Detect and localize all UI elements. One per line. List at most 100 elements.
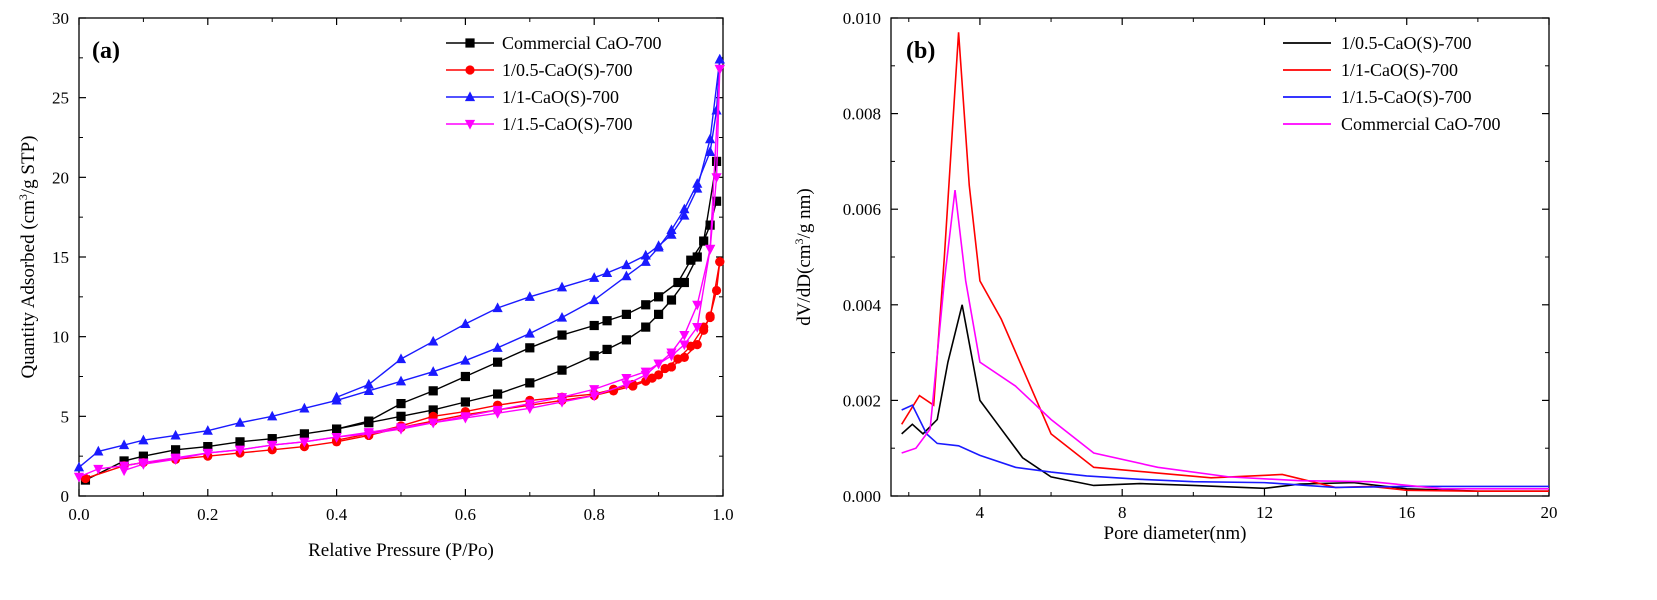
data-point-1-1-5-cao-s-700 (692, 323, 703, 333)
data-point-1-1-5-cao-s-700 (93, 464, 104, 475)
data-point-1-1-cao-s-700 (679, 209, 690, 220)
panel-b-label: (b) (906, 38, 935, 64)
data-point-1-1-cao-s-700 (653, 240, 664, 250)
data-point-1-1-5-cao-s-700 (267, 440, 278, 451)
panel-a-x-tick-label: 0.8 (584, 505, 605, 524)
data-point-commercial-cao-700 (396, 398, 406, 409)
data-point-1-1-5-cao-s-700 (363, 429, 374, 440)
data-point-1-1-cao-s-700 (666, 229, 677, 239)
panel-b-y-tick-label: 0.002 (843, 391, 881, 410)
panel-a-y-tick-label: 5 (61, 407, 70, 426)
data-point-1-1-5-cao-s-700 (73, 472, 85, 483)
data-point-1-1-5-cao-s-700 (679, 330, 690, 341)
data-point-1-1-cao-s-700 (621, 259, 632, 270)
data-point-commercial-cao-700 (525, 378, 535, 388)
panel-b: (b) Pore diameter(nm) dV/dD(cm3/g nm) 4 8… (792, 9, 1558, 544)
panel-b-series (900, 32, 1549, 493)
data-point-1-1-5-cao-s-700 (428, 418, 439, 429)
series-line-1-1-5-cao-s-700 (901, 404, 1549, 489)
data-point-commercial-cao-700 (654, 309, 664, 319)
data-point-1-0-5-cao-s-700 (80, 473, 91, 484)
panel-b-x-tick-label: 16 (1398, 503, 1415, 522)
data-point-1-1-cao-s-700 (679, 203, 690, 214)
data-point-1-1-cao-s-700 (705, 146, 716, 156)
data-point-1-1-5-cao-s-700 (118, 466, 130, 477)
panel-a-y-axis-label-sup: 3 (16, 194, 30, 200)
data-point-1-1-cao-s-700 (363, 378, 374, 389)
data-point-commercial-cao-700 (686, 255, 696, 265)
panel-b-x-tick-label: 12 (1256, 503, 1273, 522)
data-point-commercial-cao-700 (711, 196, 722, 206)
data-point-commercial-cao-700 (692, 252, 702, 262)
panel-a: (a) Relative Pressure (P/Po) Quantity Ad… (16, 9, 734, 561)
panel-b-x-tick-label: 4 (976, 503, 985, 522)
data-point-1-1-cao-s-700 (692, 182, 703, 193)
panel-a-y-tick-label: 25 (52, 89, 69, 108)
data-point-commercial-cao-700 (138, 451, 148, 461)
data-point-1-0-5-cao-s-700 (711, 285, 722, 296)
data-point-commercial-cao-700 (641, 322, 651, 332)
data-point-commercial-cao-700 (641, 300, 651, 310)
data-point-1-1-cao-s-700 (93, 445, 104, 456)
data-point-commercial-cao-700 (299, 429, 309, 439)
data-point-commercial-cao-700 (119, 456, 129, 466)
data-point-commercial-cao-700 (589, 351, 599, 361)
data-point-1-1-cao-s-700 (589, 272, 600, 282)
data-point-1-1-5-cao-s-700 (492, 405, 503, 416)
panel-a-y-tick-label: 10 (52, 328, 69, 347)
data-point-commercial-cao-700 (557, 330, 567, 340)
panel-a-y-axis-label-pre: Quantity Adsorbed (cm (18, 200, 39, 379)
data-point-1-0-5-cao-s-700 (715, 257, 725, 267)
panel-b-y-tick-label: 0.000 (843, 487, 881, 506)
series-line-1-0-5-cao-s-700 (901, 304, 1549, 493)
panel-a-y-tick-label: 20 (52, 168, 69, 187)
data-point-1-1-cao-s-700 (492, 302, 503, 313)
data-point-commercial-cao-700 (493, 389, 503, 399)
data-point-commercial-cao-700 (654, 292, 664, 302)
data-point-1-1-5-cao-s-700 (331, 432, 342, 443)
data-point-commercial-cao-700 (557, 365, 567, 375)
data-point-1-1-5-cao-s-700 (621, 373, 632, 384)
data-point-1-0-5-cao-s-700 (705, 312, 715, 323)
data-point-1-1-5-cao-s-700 (589, 391, 600, 402)
panel-b-y-tick-label: 0.006 (843, 200, 881, 219)
data-point-1-1-5-cao-s-700 (666, 351, 677, 362)
data-point-1-1-5-cao-s-700 (679, 340, 690, 351)
panel-b-legend: 1/0.5-CaO(S)-700 1/1-CaO(S)-700 1/1.5-CaO(… (1283, 33, 1500, 134)
data-point-commercial-cao-700 (589, 320, 599, 331)
data-point-commercial-cao-700 (235, 437, 245, 447)
panel-a-x-tick-label: 0.4 (326, 505, 348, 524)
panel-a-x-tick-label: 0.0 (68, 505, 89, 524)
panel-b-x-tick-label: 8 (1118, 503, 1127, 522)
series-line-adsorption-1-0-5-cao-s-700 (85, 261, 721, 480)
legend-label-1-0-5-cao-s-700: 1/0.5-CaO(S)-700 (502, 60, 632, 81)
data-point-commercial-cao-700 (332, 424, 342, 434)
data-point-commercial-cao-700 (602, 344, 612, 355)
data-point-1-1-cao-s-700 (640, 249, 651, 260)
data-point-commercial-cao-700 (621, 335, 631, 345)
data-point-commercial-cao-700 (460, 397, 470, 407)
data-point-1-0-5-cao-s-700 (686, 341, 696, 351)
data-point-1-1-5-cao-s-700 (589, 385, 600, 395)
data-point-commercial-cao-700 (493, 357, 503, 367)
data-point-commercial-cao-700 (171, 445, 181, 455)
panel-b-y-tick-label: 0.008 (843, 105, 881, 124)
data-point-commercial-cao-700 (679, 277, 689, 288)
panel-b-x-axis-label: Pore diameter(nm) (1104, 523, 1247, 544)
data-point-commercial-cao-700 (705, 220, 715, 230)
legend-marker-1-1-cao-s-700 (464, 91, 476, 102)
legend-label-1-1-cao-s-700: 1/1-CaO(S)-700 (1341, 60, 1458, 81)
data-point-commercial-cao-700 (621, 309, 631, 319)
data-point-1-1-5-cao-s-700 (621, 380, 632, 391)
data-point-1-1-cao-s-700 (621, 270, 632, 281)
data-point-commercial-cao-700 (699, 236, 709, 246)
legend-label-commercial-cao-700: Commercial CaO-700 (1341, 114, 1500, 134)
series-line-commercial-cao-700 (901, 189, 1549, 490)
panel-b-ticks: 4 8 12 16 20 0.000 0.002 0.004 0.006 0.008 0.010 (843, 9, 1558, 522)
panel-a-y-tick-label: 15 (52, 248, 69, 267)
panel-b-y-axis-label-post: /g nm) (794, 188, 815, 238)
panel-a-x-tick-label: 0.6 (455, 505, 476, 524)
data-point-commercial-cao-700 (602, 316, 612, 326)
data-point-1-1-cao-s-700 (460, 318, 471, 329)
